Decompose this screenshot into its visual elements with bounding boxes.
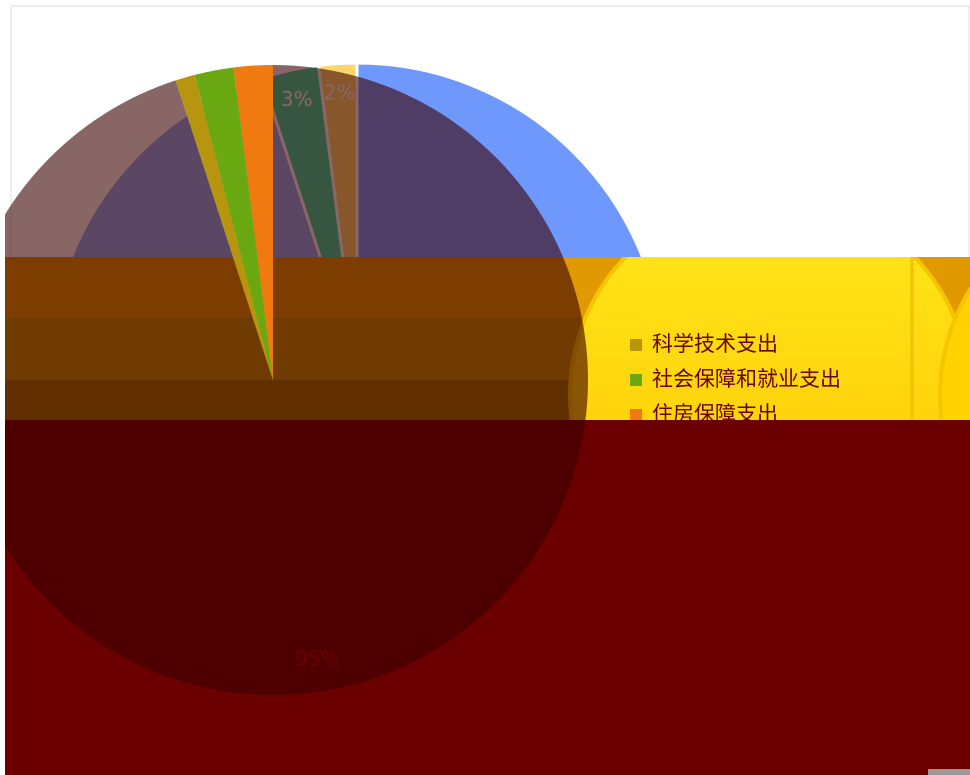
legend-label: 科学技术支出 xyxy=(652,332,778,356)
pie-slice xyxy=(175,74,273,380)
slice-label: 95% xyxy=(295,647,339,671)
pie-slice xyxy=(194,67,273,380)
pie-slice xyxy=(5,65,588,695)
legend-swatch xyxy=(630,374,642,386)
legend-swatch xyxy=(630,409,642,421)
legend-label: 社会保障和就业支出 xyxy=(652,367,841,391)
pie-bottom: 95% xyxy=(5,65,588,695)
pie-slice xyxy=(233,65,273,380)
scroll-corner xyxy=(928,769,970,775)
legend-swatch xyxy=(630,339,642,351)
